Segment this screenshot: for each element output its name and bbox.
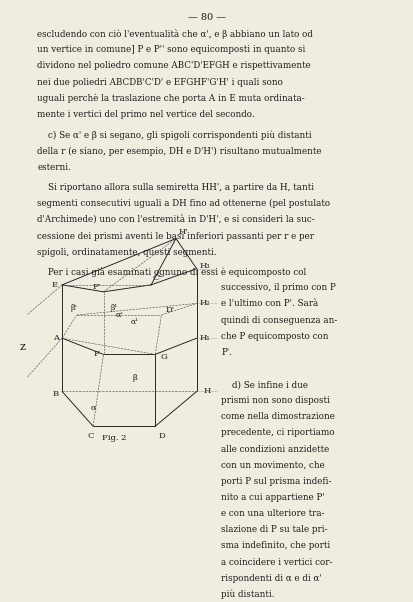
Text: α: α	[90, 404, 96, 412]
Text: P'.: P'.	[221, 348, 232, 357]
Text: e l'ultimo con P'. Sarà: e l'ultimo con P'. Sarà	[221, 299, 318, 308]
Text: porti P sul prisma indefi-: porti P sul prisma indefi-	[221, 477, 331, 486]
Text: con un movimento, che: con un movimento, che	[221, 461, 325, 470]
Text: uguali perchè la traslazione che porta A in E muta ordinata-: uguali perchè la traslazione che porta A…	[37, 94, 304, 103]
Text: Per i casi già esaminati ognuno di essi è equicomposto col: Per i casi già esaminati ognuno di essi …	[37, 267, 306, 277]
Text: H₂: H₂	[199, 299, 210, 308]
Text: β: β	[132, 374, 137, 382]
Text: slazione di P su tale pri-: slazione di P su tale pri-	[221, 525, 328, 534]
Text: a coincidere i vertici cor-: a coincidere i vertici cor-	[221, 557, 332, 566]
Text: d) Se infine i due: d) Se infine i due	[221, 380, 308, 389]
Text: rispondenti di α e di α': rispondenti di α e di α'	[221, 574, 321, 583]
Text: H': H'	[178, 228, 188, 235]
Text: spigoli, ordinatamente, questi segmenti.: spigoli, ordinatamente, questi segmenti.	[37, 248, 216, 256]
Text: successivo, il primo con P: successivo, il primo con P	[221, 284, 335, 292]
Text: A: A	[53, 334, 59, 342]
Text: D: D	[158, 432, 164, 439]
Text: z: z	[20, 343, 26, 352]
Text: prismi non sono disposti: prismi non sono disposti	[221, 396, 330, 405]
Text: della r (e siano, per esempio, DH e D'H') risultano mutualmente: della r (e siano, per esempio, DH e D'H'…	[37, 147, 321, 156]
Text: dividono nel poliedro comune ABC'D'EFGH e rispettivamente: dividono nel poliedro comune ABC'D'EFGH …	[37, 61, 310, 70]
Text: segmenti consecutivi uguali a DH fino ad ottenerne (pel postulato: segmenti consecutivi uguali a DH fino ad…	[37, 199, 330, 208]
Text: e con una ulteriore tra-: e con una ulteriore tra-	[221, 509, 324, 518]
Text: F': F'	[92, 283, 100, 291]
Text: c) Se α' e β si segano, gli spigoli corrispondenti più distanti: c) Se α' e β si segano, gli spigoli corr…	[37, 131, 311, 140]
Text: Si riportano allora sulla semiretta HH', a partire da H, tanti: Si riportano allora sulla semiretta HH',…	[37, 183, 313, 192]
Text: più distanti.: più distanti.	[221, 590, 274, 599]
Text: precedente, ci riportiamo: precedente, ci riportiamo	[221, 429, 334, 438]
Text: β¹: β¹	[110, 304, 117, 312]
Text: E: E	[52, 281, 58, 289]
Text: H₃: H₃	[199, 262, 210, 270]
Text: nito a cui appartiene P': nito a cui appartiene P'	[221, 493, 324, 502]
Text: Fig. 2: Fig. 2	[102, 435, 126, 442]
Text: B: B	[53, 390, 59, 398]
Text: escludendo con ciò l'eventualità che α', e β abbiano un lato od: escludendo con ciò l'eventualità che α',…	[37, 29, 312, 39]
Text: G: G	[160, 353, 166, 361]
Text: β': β'	[71, 304, 78, 312]
Text: nei due poliedri ABCDB'C'D' e EFGHF'G'H' i quali sono: nei due poliedri ABCDB'C'D' e EFGHF'G'H'…	[37, 78, 282, 87]
Text: C: C	[88, 432, 94, 439]
Text: H: H	[203, 388, 210, 396]
Text: C': C'	[152, 274, 161, 282]
Text: d'Archimede) uno con l'estremità in D'H', e si consideri la suc-: d'Archimede) uno con l'estremità in D'H'…	[37, 216, 314, 225]
Text: mente i vertici del primo nel vertice del secondo.: mente i vertici del primo nel vertice de…	[37, 110, 254, 119]
Text: F: F	[93, 350, 99, 358]
Text: α': α'	[116, 311, 124, 319]
Text: — 80 —: — 80 —	[188, 13, 225, 22]
Text: alle condizioni anzidette: alle condizioni anzidette	[221, 444, 329, 453]
Text: quindi di conseguenza an-: quindi di conseguenza an-	[221, 315, 337, 324]
Text: α¹: α¹	[130, 318, 138, 326]
Text: D': D'	[165, 306, 174, 314]
Text: che P equicomposto con: che P equicomposto con	[221, 332, 328, 341]
Text: esterni.: esterni.	[37, 163, 71, 172]
Text: H₁: H₁	[199, 334, 210, 342]
Text: un vertice in comune] P e P'' sono equicomposti in quanto si: un vertice in comune] P e P'' sono equic…	[37, 45, 305, 54]
Text: sma indefinito, che porti: sma indefinito, che porti	[221, 541, 330, 550]
Text: come nella dimostrazione: come nella dimostrazione	[221, 412, 335, 421]
Text: cessione dei prismi aventi le basi inferiori passanti per r e per: cessione dei prismi aventi le basi infer…	[37, 232, 313, 241]
